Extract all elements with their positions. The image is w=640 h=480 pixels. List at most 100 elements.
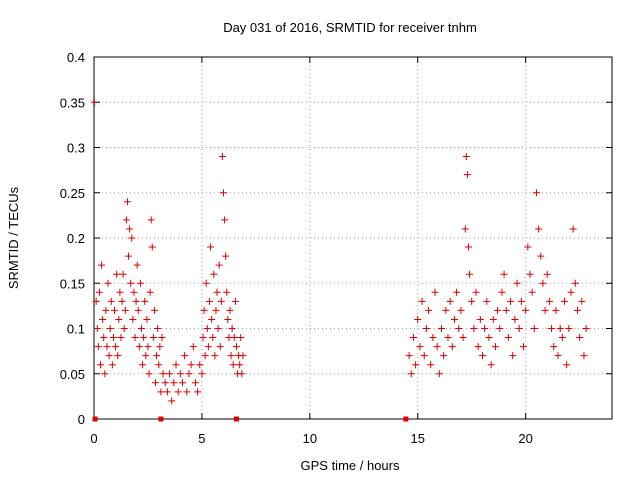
data-point: [227, 352, 235, 360]
data-point: [90, 98, 98, 106]
data-point: [558, 334, 566, 342]
data-point: [213, 288, 221, 296]
data-point: [223, 288, 231, 296]
data-point: [422, 325, 430, 332]
data-point: [111, 306, 119, 314]
data-point: [229, 361, 237, 369]
data-point: [145, 370, 153, 378]
data-point: [208, 315, 216, 323]
data-point: [129, 315, 137, 323]
data-point: [520, 343, 528, 351]
data-point: [148, 243, 156, 251]
x-tick-label: 20: [518, 431, 532, 446]
data-point: [202, 279, 210, 287]
data-point: [580, 352, 588, 360]
data-point: [181, 352, 189, 360]
data-point: [483, 297, 491, 305]
data-point: [146, 288, 154, 296]
y-tick-labels: 0 0.05 0.1 0.15 0.2 0.25 0.3 0.35 0.4: [60, 50, 85, 427]
data-point: [500, 270, 508, 278]
data-point: [159, 370, 167, 378]
data-point: [133, 261, 141, 269]
data-point: [237, 334, 245, 342]
data-point: [109, 334, 117, 342]
data-point: [221, 216, 229, 224]
data-point: [561, 297, 569, 305]
data-point: [407, 370, 415, 378]
data-point: [504, 334, 512, 342]
data-point: [176, 370, 184, 378]
data-point: [530, 325, 538, 332]
data-point: [104, 279, 112, 287]
y-axis-label: SRMTID / TECUs: [6, 186, 21, 289]
data-point: [216, 343, 224, 351]
data-point: [578, 297, 586, 305]
data-point: [474, 343, 482, 351]
data-point: [95, 288, 103, 296]
data-point: [99, 315, 107, 323]
data-point: [226, 306, 234, 314]
data-point: [123, 198, 131, 206]
data-point: [509, 352, 517, 360]
data-point: [141, 297, 149, 305]
data-point: [485, 334, 493, 342]
data-point: [491, 343, 499, 351]
data-point: [161, 379, 169, 387]
data-point: [550, 343, 558, 351]
data-point: [552, 306, 560, 314]
data-point: [425, 306, 433, 314]
data-point: [143, 315, 151, 323]
data-point: [463, 171, 471, 179]
data-point: [448, 343, 456, 351]
data-point: [228, 325, 236, 332]
data-point: [114, 352, 122, 360]
data-point: [431, 288, 439, 296]
data-point: [526, 270, 534, 278]
data-point: [132, 297, 140, 305]
data-point: [414, 315, 422, 323]
data-point: [442, 306, 450, 314]
data-point: [158, 334, 166, 342]
data-point: [567, 288, 575, 296]
data-point: [487, 361, 495, 369]
data-point: [429, 334, 437, 342]
x-tick-labels: 0 5 10 15 20: [90, 431, 533, 446]
data-point: [537, 252, 545, 260]
data-point: [150, 306, 158, 314]
data-point: [470, 325, 478, 332]
data-point: [102, 306, 110, 314]
data-point: [140, 334, 148, 342]
data-point: [105, 352, 113, 360]
y-tick-label: 0.35: [60, 95, 85, 110]
data-point: [149, 334, 157, 342]
data-point: [198, 370, 206, 378]
data-point: [131, 334, 139, 342]
data-point: [98, 261, 106, 269]
data-point: [232, 343, 240, 351]
data-point: [224, 315, 232, 323]
data-point: [524, 243, 532, 251]
data-point: [178, 379, 186, 387]
data-point: [107, 297, 115, 305]
data-point: [119, 270, 127, 278]
data-point: [201, 352, 209, 360]
data-point: [453, 288, 461, 296]
zero-marker: [403, 416, 409, 422]
data-point: [236, 361, 244, 369]
data-point: [203, 325, 211, 332]
data-point: [545, 297, 553, 305]
data-point: [457, 306, 465, 314]
data-point: [200, 306, 208, 314]
data-point: [172, 361, 180, 369]
data-point: [194, 388, 202, 396]
data-point: [543, 270, 551, 278]
data-point: [511, 315, 519, 323]
data-point: [238, 370, 246, 378]
data-point: [569, 225, 577, 233]
data-point: [170, 379, 178, 387]
data-point: [440, 352, 448, 360]
data-point: [230, 334, 238, 342]
data-point: [127, 279, 135, 287]
data-point: [157, 388, 165, 396]
